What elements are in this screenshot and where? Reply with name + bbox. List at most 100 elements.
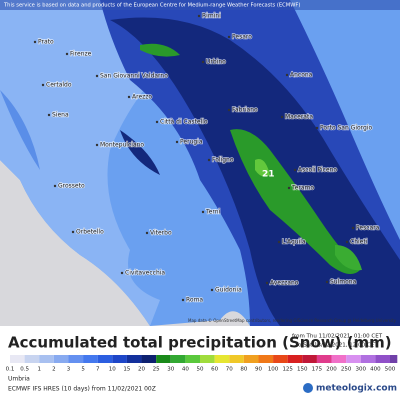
city-label: Chieti (350, 239, 368, 246)
city-dot (120, 271, 124, 275)
legend-swatch (185, 355, 200, 363)
city-label: Orbetello (76, 229, 104, 236)
attribution: Map data © OpenStreetMap contributors, r… (188, 318, 397, 323)
city-label: Certaldo (46, 82, 72, 89)
legend-swatch (141, 355, 157, 363)
map: This service is based on data and produc… (0, 0, 400, 326)
legend-swatch (360, 355, 376, 363)
legend-tick-label: 125 (282, 367, 293, 373)
legend-swatch (39, 355, 54, 363)
region: Umbria (8, 376, 30, 383)
precip-max (255, 159, 270, 177)
legend-tick-label: 200 (326, 367, 337, 373)
legend-tick-label: 70 (226, 367, 233, 373)
brand[interactable]: meteologix.com (316, 384, 397, 394)
legend-tick-label: 250 (341, 367, 352, 373)
legend-tick-label: 5 (81, 367, 85, 373)
legend-swatch (170, 355, 186, 363)
legend-swatch (375, 355, 390, 363)
city-dot (175, 140, 179, 144)
legend-swatch (214, 355, 230, 363)
city-dot (227, 108, 231, 112)
legend-swatch (287, 355, 303, 363)
city-label: Macerata (285, 114, 313, 121)
city-dot (201, 210, 205, 214)
city-dot (227, 35, 231, 39)
banner-bg (0, 0, 400, 10)
legend-tick-label: 3 (67, 367, 71, 373)
period-from: from Thu 11/02/2021, 01:00 CET (292, 334, 383, 340)
legend-tick-label: 15 (123, 367, 130, 373)
city-dot (95, 74, 99, 78)
city-label: Ascoli Piceno (298, 167, 337, 174)
legend-swatch (316, 355, 332, 363)
city-label: Prato (38, 39, 54, 46)
city-label: Ancona (290, 72, 313, 79)
legend: Accumulated total precipitation (Snow) (… (6, 334, 398, 394)
city-dot (325, 280, 329, 284)
city-label: Viterbo (150, 230, 172, 237)
city-label: Urbino (206, 59, 226, 66)
legend-tick-label: 30 (167, 367, 174, 373)
precip-heavy-w (120, 130, 160, 175)
max-label: 21 (262, 170, 275, 180)
city-dot (293, 168, 297, 172)
legend-swatch (97, 355, 113, 363)
precip-green-s (335, 245, 362, 271)
city-dot (47, 113, 51, 117)
banner-note: This service is based on data and produc… (3, 3, 300, 9)
city-label: Roma (186, 297, 203, 304)
city-label: Porto San Giorgio (320, 125, 372, 132)
city-dot (345, 240, 349, 244)
legend-swatch (273, 355, 288, 363)
legend-title: Accumulated total precipitation (Snow) (… (8, 334, 392, 352)
precip-lighter (0, 0, 220, 326)
legend-swatch (83, 355, 98, 363)
city-label: Teramo (291, 185, 314, 192)
legend-swatch (53, 355, 69, 363)
legend-swatch (331, 355, 347, 363)
city-dot (287, 186, 291, 190)
city-dot (280, 115, 284, 119)
city-dot (41, 83, 45, 87)
city-label: Arezzo (132, 94, 152, 101)
legend-swatch (68, 355, 84, 363)
legend-tick-label: 90 (255, 367, 262, 373)
city-label: Foligno (212, 157, 234, 164)
legend-tick-label: 50 (197, 367, 204, 373)
legend-swatch (24, 355, 40, 363)
city-label: Rimini (202, 13, 221, 20)
city-dot (181, 298, 185, 302)
city-dot (351, 226, 355, 230)
city-label: Pesaro (232, 34, 252, 41)
city-dot (265, 281, 269, 285)
city-label: Guidonia (215, 287, 242, 294)
city-label: Avezzano (270, 280, 299, 287)
legend-tick-label: 2 (52, 367, 56, 373)
legend-swatch (229, 355, 244, 363)
legend-swatch (10, 355, 25, 363)
city-dot (71, 230, 75, 234)
legend-swatch (243, 355, 259, 363)
legend-tick-label: 500 (385, 367, 396, 373)
city-label: Sulmona (330, 279, 357, 286)
legend-tick-label: 25 (153, 367, 160, 373)
legend-swatch (200, 355, 215, 363)
city-label: San Giovanni Valdarno (100, 73, 168, 80)
legend-tick-label: 175 (312, 367, 323, 373)
city-dot (201, 60, 205, 64)
legend-swatch (346, 355, 361, 363)
city-dot (155, 120, 159, 124)
legend-tick-label: 0.1 (6, 367, 15, 373)
city-label: Firenze (70, 51, 92, 58)
legend-tick-label: 7 (96, 367, 100, 373)
legend-swatch (156, 355, 171, 363)
legend-tick-label: 40 (182, 367, 189, 373)
city-label: Montepulciano (100, 142, 144, 149)
brand-logo (303, 383, 313, 393)
precip-patch (0, 90, 40, 170)
city-dot (65, 52, 69, 56)
legend-tick-label: 300 (356, 367, 367, 373)
legend-swatch (390, 355, 398, 363)
